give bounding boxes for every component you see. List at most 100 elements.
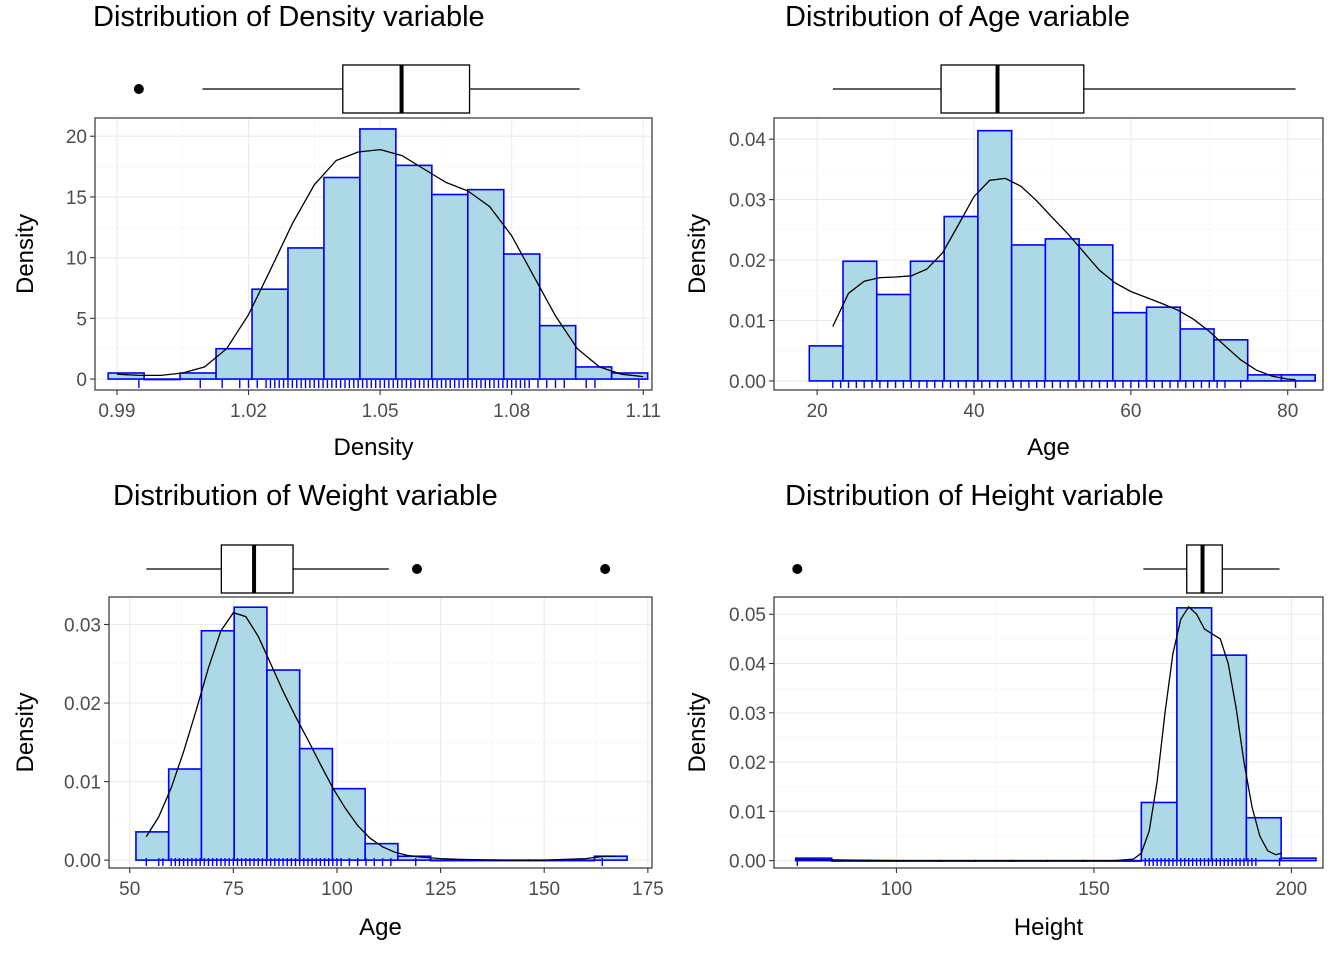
histogram-bar bbox=[943, 215, 979, 382]
histogram-bar bbox=[395, 164, 433, 380]
histogram-bar bbox=[298, 747, 334, 861]
x-tick-label: 40 bbox=[963, 401, 984, 422]
histogram-bar bbox=[1246, 374, 1283, 382]
histogram-bar bbox=[167, 768, 203, 861]
histogram-bar bbox=[538, 324, 577, 380]
y-tick-label: 0.04 bbox=[729, 130, 766, 151]
x-tick-label: 1.11 bbox=[625, 401, 661, 422]
histogram-bar bbox=[287, 247, 325, 380]
panel-border bbox=[94, 117, 653, 391]
chart-density: Distribution of Density variable 0 5 10 15 20… bbox=[12, 1, 661, 461]
histogram-bar bbox=[179, 372, 217, 380]
x-tick-label: 80 bbox=[1277, 401, 1298, 422]
y-tick-label: 0.02 bbox=[64, 694, 101, 715]
histogram-bar bbox=[200, 629, 235, 861]
histogram-bar bbox=[1112, 311, 1148, 382]
x-tick-label: 50 bbox=[119, 879, 140, 900]
y-axis-label: Density bbox=[684, 692, 711, 772]
y-tick-label: 0.00 bbox=[729, 852, 766, 873]
x-tick-label: 150 bbox=[1078, 879, 1110, 900]
x-axis-label: Density bbox=[333, 434, 413, 461]
y-tick-label: 0.01 bbox=[729, 311, 766, 332]
y-axis-label: Density bbox=[12, 214, 39, 294]
x-tick-label: 200 bbox=[1276, 879, 1308, 900]
y-tick-label: 0.00 bbox=[64, 851, 101, 872]
histogram-bar bbox=[331, 787, 366, 861]
histogram-bar bbox=[1179, 328, 1215, 382]
density-curve bbox=[795, 605, 1282, 862]
y-tick-label: 0.03 bbox=[729, 704, 766, 725]
density-curve bbox=[145, 611, 615, 861]
histogram-bar bbox=[1044, 238, 1080, 382]
x-axis-label: Age bbox=[1027, 434, 1070, 461]
boxplot-outlier bbox=[411, 564, 422, 574]
x-tick-label: 100 bbox=[321, 879, 353, 900]
chart-title: Distribution of Age variable bbox=[785, 1, 1130, 33]
boxplot-box bbox=[220, 544, 294, 594]
y-tick-label: 0.04 bbox=[729, 655, 766, 676]
chart-title: Distribution of Density variable bbox=[93, 1, 485, 33]
y-tick-label: 20 bbox=[66, 127, 87, 148]
y-tick-label: 0.02 bbox=[729, 753, 766, 774]
x-tick-label: 60 bbox=[1120, 401, 1141, 422]
chart-title: Distribution of Height variable bbox=[785, 480, 1164, 512]
density-curve bbox=[832, 177, 1296, 381]
y-tick-label: 0.01 bbox=[64, 773, 101, 794]
x-tick-label: 0.99 bbox=[98, 401, 135, 422]
panel-border bbox=[773, 117, 1324, 391]
x-tick-label: 175 bbox=[632, 879, 664, 900]
x-tick-label: 1.05 bbox=[362, 401, 399, 422]
y-axis-label: Density bbox=[12, 692, 39, 772]
y-tick-label: 0.02 bbox=[729, 251, 766, 272]
histogram-bar bbox=[1140, 801, 1178, 862]
histogram-bar bbox=[1280, 857, 1317, 862]
histogram-bar bbox=[1210, 654, 1248, 862]
histogram-bar bbox=[1118, 859, 1143, 862]
histogram-bar bbox=[610, 372, 649, 380]
histogram-bar bbox=[1280, 374, 1316, 382]
x-tick-label: 20 bbox=[807, 401, 828, 422]
boxplot-outlier bbox=[600, 564, 611, 574]
histogram-bar bbox=[135, 831, 170, 861]
panel-border bbox=[108, 596, 653, 869]
y-tick-label: 0.03 bbox=[64, 615, 101, 636]
histogram-bar bbox=[875, 293, 912, 382]
y-tick-label: 0 bbox=[76, 370, 87, 391]
histogram-bar bbox=[502, 253, 541, 380]
histogram-bar bbox=[359, 128, 397, 380]
histogram-bar bbox=[323, 176, 361, 380]
histogram-bar bbox=[560, 859, 596, 862]
histogram-bar bbox=[1010, 244, 1047, 382]
y-tick-label: 0.05 bbox=[729, 605, 766, 626]
histogram-bar bbox=[364, 842, 399, 861]
chart-age: Distribution of Age variable 0.00 0.01 0.02… bbox=[684, 1, 1324, 461]
histogram-bar bbox=[977, 129, 1013, 382]
chart-height: Distribution of Height variable 0.00 0.01 0… bbox=[684, 480, 1324, 941]
boxplot-box bbox=[342, 64, 471, 114]
y-axis-label: Density bbox=[684, 214, 711, 294]
boxplot-box bbox=[940, 64, 1085, 114]
histogram-bar bbox=[266, 669, 301, 861]
histogram-bar bbox=[808, 345, 844, 382]
chart-title: Distribution of Weight variable bbox=[113, 480, 498, 512]
x-tick-label: 125 bbox=[425, 879, 457, 900]
x-axis-label: Height bbox=[1014, 914, 1084, 941]
boxplot-outlier bbox=[792, 564, 803, 574]
histogram-bar bbox=[909, 260, 945, 382]
x-tick-label: 150 bbox=[528, 879, 560, 900]
histogram-bar bbox=[1176, 607, 1213, 862]
histogram-bar bbox=[143, 378, 181, 381]
x-tick-label: 1.02 bbox=[230, 401, 267, 422]
y-tick-label: 5 bbox=[76, 309, 87, 330]
histogram-bar bbox=[1245, 816, 1282, 862]
histogram-bar bbox=[431, 193, 469, 380]
x-tick-label: 100 bbox=[881, 879, 913, 900]
y-tick-label: 0.03 bbox=[729, 191, 766, 212]
x-tick-label: 1.08 bbox=[493, 401, 530, 422]
y-tick-label: 0.00 bbox=[729, 372, 766, 393]
x-tick-label: 75 bbox=[223, 879, 244, 900]
density-curve bbox=[116, 148, 644, 378]
x-axis-label: Age bbox=[359, 914, 402, 941]
histogram-bar bbox=[233, 606, 268, 861]
chart-weight: Distribution of Weight variable 0.00 0.01 0… bbox=[12, 480, 664, 941]
